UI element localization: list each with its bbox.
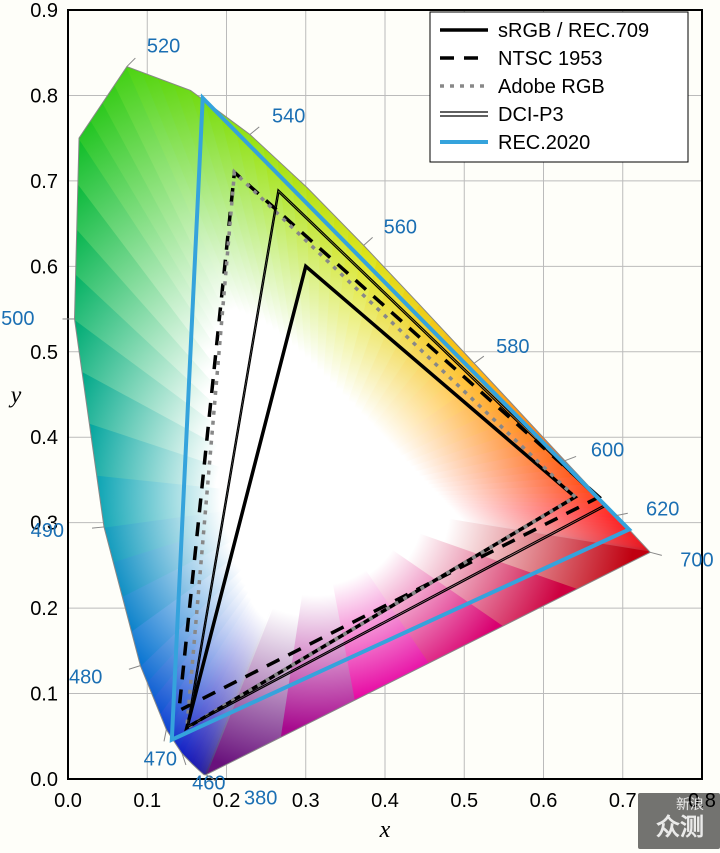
legend-label: NTSC 1953: [498, 48, 603, 70]
y-tick-label: 0.5: [30, 342, 58, 364]
wavelength-label: 620: [646, 499, 679, 521]
legend-label: REC.2020: [498, 132, 590, 154]
x-tick-label: 0.5: [450, 790, 478, 812]
watermark-line2: 众测: [656, 814, 704, 841]
y-tick-label: 0.8: [30, 85, 58, 107]
wavelength-label: 560: [384, 216, 417, 238]
wavelength-label: 490: [31, 520, 64, 542]
wavelength-label: 380: [244, 788, 277, 810]
y-tick-label: 0.4: [30, 427, 58, 449]
watermark-line1: 新浪: [676, 796, 704, 812]
x-tick-label: 0.0: [54, 790, 82, 812]
wavelength-label: 580: [496, 336, 529, 358]
x-tick-label: 0.3: [292, 790, 320, 812]
wavelength-label: 540: [272, 105, 305, 127]
chromaticity-diagram: 0.00.10.20.30.40.50.60.70.80.00.10.20.30…: [0, 0, 720, 853]
legend-label: Adobe RGB: [498, 76, 605, 98]
spectral-locus-fill: [74, 67, 650, 775]
y-tick-label: 0.6: [30, 256, 58, 278]
x-tick-label: 0.1: [133, 790, 161, 812]
wavelength-label: 480: [69, 667, 102, 689]
wavelength-label: 520: [147, 36, 180, 58]
y-axis-label: y: [9, 383, 22, 409]
legend-box: sRGB / REC.709 NTSC 1953 Adobe RGB DCI-P3 RE…: [430, 12, 688, 162]
y-tick-label: 0.2: [30, 598, 58, 620]
wavelength-label: 500: [1, 308, 34, 330]
x-tick-label: 0.7: [609, 790, 637, 812]
y-tick-label: 0.9: [30, 0, 58, 22]
legend-label: DCI-P3: [498, 104, 564, 126]
y-tick-label: 0.0: [30, 769, 58, 791]
y-tick-label: 0.1: [30, 684, 58, 706]
wavelength-label: 700: [680, 549, 713, 571]
x-tick-label: 0.6: [530, 790, 558, 812]
y-tick-label: 0.7: [30, 171, 58, 193]
x-axis-label: x: [379, 817, 391, 843]
wavelength-label: 460: [192, 773, 225, 795]
x-tick-label: 0.4: [371, 790, 399, 812]
wavelength-label: 470: [144, 749, 177, 771]
legend-label: sRGB / REC.709: [498, 20, 649, 42]
wavelength-label: 600: [591, 440, 624, 462]
